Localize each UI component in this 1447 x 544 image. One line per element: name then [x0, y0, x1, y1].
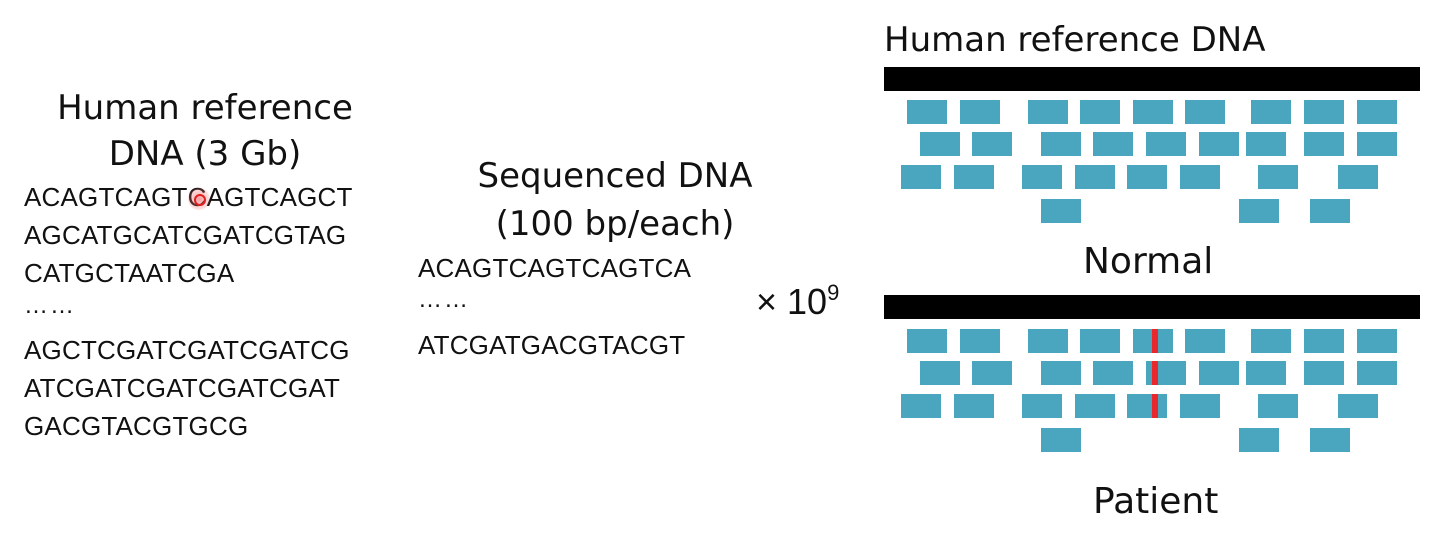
sequenced-read [1310, 199, 1350, 223]
sequenced-read [901, 394, 941, 418]
sequenced-read [972, 132, 1012, 156]
sequenced-read [1041, 361, 1081, 385]
sequenced-read [1127, 165, 1167, 189]
sequenced-read [1338, 394, 1378, 418]
sequenced-read [1304, 100, 1344, 124]
sequenced-read [1246, 132, 1286, 156]
sequenced-read [1357, 329, 1397, 353]
mutation-marker [1152, 329, 1158, 353]
sequenced-read [1310, 428, 1350, 452]
sequenced-read [1041, 199, 1081, 223]
sequenced-read-line-1: ACAGTCAGTCAGTCA [418, 253, 692, 283]
reference-seq-line-3: CATGCTAATCGA [24, 258, 235, 288]
sequenced-read [1357, 132, 1397, 156]
patient-label: Patient [1093, 481, 1219, 522]
sequenced-read [1185, 100, 1225, 124]
reference-bar-patient [884, 295, 1420, 319]
sequenced-read [1199, 132, 1239, 156]
reference-title-line1: Human reference [57, 88, 353, 128]
sequenced-read [1080, 329, 1120, 353]
multiplier-label: × 109 [756, 280, 840, 322]
sequenced-read [954, 165, 994, 189]
sequenced-read [1357, 100, 1397, 124]
sequenced-read [1246, 361, 1286, 385]
mutation-marker [1152, 361, 1158, 385]
sequenced-read [1304, 132, 1344, 156]
sequenced-read [960, 100, 1000, 124]
reference-seq-line-4: AGCTCGATCGATCGATCG [24, 335, 350, 365]
sequenced-read [1041, 132, 1081, 156]
mutation-marker [1152, 394, 1158, 418]
sequenced-read [920, 132, 960, 156]
sequenced-read [1180, 394, 1220, 418]
sequenced-read [1251, 100, 1291, 124]
sequenced-title-line2: (100 bp/each) [495, 204, 735, 244]
reference-seq-line-2: AGCATGCATCGATCGTAG [24, 220, 347, 250]
sequenced-read [1304, 361, 1344, 385]
sequenced-read-line-2: ATCGATGACGTACGT [418, 330, 686, 360]
reference-bar-normal [884, 67, 1420, 91]
sequenced-read [1239, 428, 1279, 452]
sequenced-read [1093, 361, 1133, 385]
sequenced-read [907, 100, 947, 124]
sequenced-read [1180, 165, 1220, 189]
sequenced-title-line1: Sequenced DNA [477, 156, 753, 196]
alignment-title: Human reference DNA [884, 20, 1266, 60]
sequenced-read [1357, 361, 1397, 385]
reference-ellipsis: …… [24, 292, 76, 319]
sequenced-ellipsis: …… [418, 286, 470, 313]
sequenced-read [1258, 165, 1298, 189]
sequenced-read [1338, 165, 1378, 189]
sequenced-read [1304, 329, 1344, 353]
sequenced-read [907, 329, 947, 353]
reference-seq-line-6: GACGTACGTGCG [24, 411, 249, 441]
normal-label: Normal [1083, 241, 1214, 282]
sequenced-read [901, 165, 941, 189]
sequenced-read [960, 329, 1000, 353]
sequenced-read [1133, 100, 1173, 124]
reference-title-line2: DNA (3 Gb) [108, 134, 302, 174]
sequenced-read [1022, 165, 1062, 189]
sequenced-read [1022, 394, 1062, 418]
sequenced-read [1080, 100, 1120, 124]
sequenced-read [972, 361, 1012, 385]
sequenced-read [1075, 165, 1115, 189]
sequenced-read [1185, 329, 1225, 353]
sequenced-read [1093, 132, 1133, 156]
cursor-icon [194, 194, 206, 206]
sequenced-read [954, 394, 994, 418]
sequenced-read [1199, 361, 1239, 385]
sequenced-read [1239, 199, 1279, 223]
sequenced-read [1146, 132, 1186, 156]
reference-seq-line-5: ATCGATCGATCGATCGAT [24, 373, 341, 403]
sequenced-read [920, 361, 960, 385]
sequenced-read [1028, 329, 1068, 353]
sequenced-read [1075, 394, 1115, 418]
sequenced-read [1251, 329, 1291, 353]
sequenced-read [1028, 100, 1068, 124]
sequenced-read [1258, 394, 1298, 418]
sequenced-read [1041, 428, 1081, 452]
sequenced-read [1127, 394, 1167, 418]
